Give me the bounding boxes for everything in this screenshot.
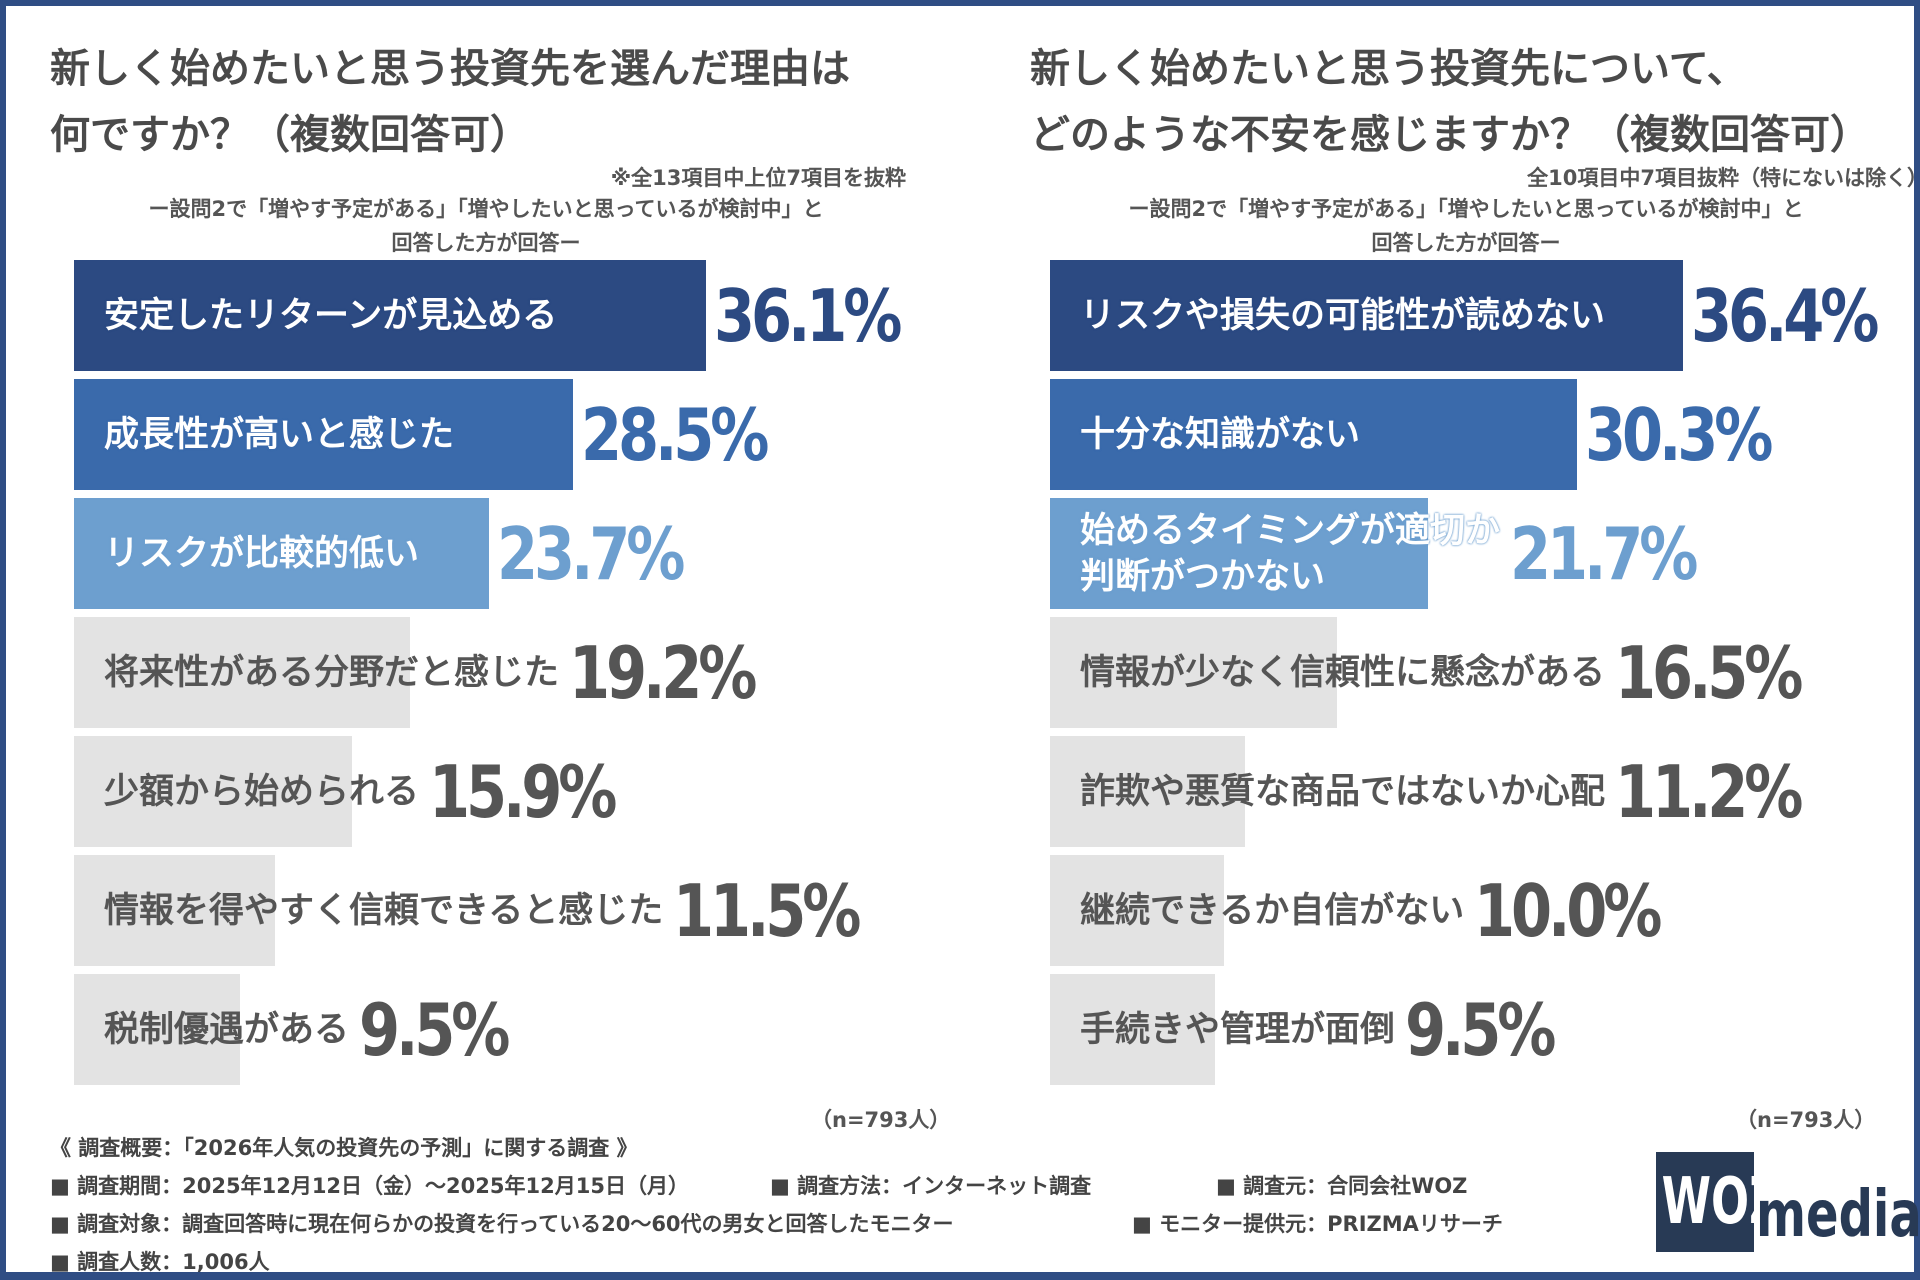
bar-label-line: 税制優遇がある bbox=[104, 1009, 350, 1050]
bar-row: 始めるタイミングが適切か 判断がつかない 21.7% bbox=[1050, 498, 1920, 609]
bar-row: 情報が少なく信頼性に懸念がある 16.5% bbox=[1050, 617, 1920, 728]
bar bbox=[74, 379, 573, 490]
bar-label: 税制優遇がある bbox=[104, 974, 349, 1085]
chart-title-line: 新しく始めたいと思う投資先を選んだ理由は bbox=[50, 46, 850, 92]
bar-row: 成長性が高いと感じた 28.5% bbox=[74, 379, 954, 490]
woz-media-logo: WOZ media bbox=[1656, 1152, 1920, 1252]
sample-size: （n=793人） bbox=[1736, 1108, 1876, 1132]
value-label: 10.0% bbox=[1474, 868, 1662, 953]
value-label: 9.5% bbox=[1405, 987, 1556, 1072]
bar bbox=[1050, 617, 1338, 728]
value-label: 19.2% bbox=[569, 630, 757, 715]
bar-label: 情報が少なく信頼性に懸念がある bbox=[1080, 617, 1605, 728]
bar-row: 安定したリターンが見込める 36.1% bbox=[74, 260, 954, 371]
bar-label-line: 判断がつかない bbox=[1080, 556, 1326, 597]
bar-label-line: リスクや損失の可能性が読めない bbox=[1080, 295, 1606, 336]
bar-row: 将来性がある分野だと感じた 19.2% bbox=[74, 617, 954, 728]
bar-label-line: 始めるタイミングが適切か bbox=[1080, 510, 1501, 551]
bar-label: 十分な知識がない bbox=[1080, 379, 1360, 490]
bar-label: 安定したリターンが見込める bbox=[104, 260, 557, 371]
bar-row: 十分な知識がない 30.3% bbox=[1050, 379, 1920, 490]
bar-label-line: 情報が少なく信頼性に懸念がある bbox=[1080, 652, 1606, 693]
value-label: 36.1% bbox=[713, 273, 902, 358]
bar bbox=[74, 617, 410, 728]
bar bbox=[1050, 260, 1684, 371]
bar-label: 成長性が高いと感じた bbox=[104, 379, 454, 490]
infographic: 新しく始めたいと思う投資先を選んだ理由は 何ですか？（複数回答可） ※全13項目中上… bbox=[6, 6, 1920, 1274]
bar-label: 将来性がある分野だと感じた bbox=[104, 617, 559, 728]
value-label: 9.5% bbox=[359, 987, 510, 1072]
bar bbox=[74, 736, 353, 847]
bar-row: 税制優遇がある 9.5% bbox=[74, 974, 954, 1085]
bar-label-line: 情報を得やすく信頼できると感じた bbox=[104, 890, 664, 931]
survey-count: ■ 調査人数：1,006人 bbox=[50, 1250, 270, 1274]
bar-label-line: 手続きや管理が面倒 bbox=[1080, 1009, 1396, 1050]
bar-row: 詐欺や悪質な商品ではないか心配 11.2% bbox=[1050, 736, 1920, 847]
chart-subtitle: ー設問2で「増やす予定がある」「増やしたいと思っているが検討中」と bbox=[148, 197, 824, 221]
bar bbox=[1050, 379, 1578, 490]
survey-target: ■ 調査対象：調査回答時に現在何らかの投資を行っている20～60代の男女と回答し… bbox=[50, 1212, 954, 1236]
bar-label: 始めるタイミングが適切か 判断がつかない bbox=[1080, 498, 1500, 609]
chart-subtitle: 回答した方が回答ー bbox=[391, 231, 581, 255]
chart-subtitle: ー設問2で「増やす予定がある」「増やしたいと思っているが検討中」と bbox=[1128, 197, 1804, 221]
bar bbox=[74, 974, 241, 1085]
logo-mark: WOZ bbox=[1656, 1152, 1782, 1252]
bar-label-line: 安定したリターンが見込める bbox=[104, 295, 558, 336]
bar-label-line: 継続できるか自信がない bbox=[1080, 890, 1465, 931]
value-label: 16.5% bbox=[1615, 630, 1803, 715]
chart-note: ※全13項目中上位7項目を抜粋 bbox=[610, 166, 906, 190]
bar-label-line: 成長性が高いと感じた bbox=[104, 414, 455, 455]
value-label: 23.7% bbox=[496, 511, 685, 596]
bar-label: 継続できるか自信がない bbox=[1080, 855, 1464, 966]
survey-organizer: ■ 調査元：合同会社WOZ bbox=[1216, 1174, 1468, 1198]
chart-panel-1: 新しく始めたいと思う投資先を選んだ理由は 何ですか？（複数回答可） ※全13項目中上… bbox=[6, 6, 966, 1132]
survey-period: ■ 調査期間：2025年12月12日（金）～2025年12月15日（月） bbox=[50, 1174, 689, 1198]
bar bbox=[74, 498, 489, 609]
bar-row: リスクや損失の可能性が読めない 36.4% bbox=[1050, 260, 1920, 371]
bar-row: 少額から始められる 15.9% bbox=[74, 736, 954, 847]
bar-label-line: 詐欺や悪質な商品ではないか心配 bbox=[1080, 771, 1606, 812]
bar-label-line: 将来性がある分野だと感じた bbox=[104, 652, 560, 693]
bar-label: 詐欺や悪質な商品ではないか心配 bbox=[1080, 736, 1605, 847]
bar-label-line: リスクが比較的低い bbox=[104, 533, 420, 574]
bar-row: 情報を得やすく信頼できると感じた 11.5% bbox=[74, 855, 954, 966]
chart-title-line: 何ですか？（複数回答可） bbox=[50, 112, 530, 158]
bar bbox=[1050, 736, 1245, 847]
bar-label-line: 十分な知識がない bbox=[1080, 414, 1361, 455]
bar-label: リスクや損失の可能性が読めない bbox=[1080, 260, 1605, 371]
bar bbox=[1050, 974, 1216, 1085]
chart-panel-2: 新しく始めたいと思う投資先について、どのような不安を感じますか？（複数回答可） 全… bbox=[966, 6, 1920, 1132]
value-label: 11.5% bbox=[673, 868, 861, 953]
bar-row: リスクが比較的低い 23.7% bbox=[74, 498, 954, 609]
chart-title-line: どのような不安を感じますか？（複数回答可） bbox=[1030, 112, 1870, 158]
survey-method: ■ 調査方法：インターネット調査 bbox=[770, 1174, 1092, 1198]
value-label: 36.4% bbox=[1691, 273, 1879, 358]
bar bbox=[74, 855, 276, 966]
chart-note: 全10項目中7項目抜粋（特にないは除く） bbox=[1527, 166, 1920, 190]
bar-row: 手続きや管理が面倒 9.5% bbox=[1050, 974, 1920, 1085]
value-label: 28.5% bbox=[580, 392, 769, 477]
value-label: 21.7% bbox=[1510, 511, 1698, 596]
bar-label: 手続きや管理が面倒 bbox=[1080, 974, 1395, 1085]
bar-label: 少額から始められる bbox=[104, 736, 419, 847]
logo-text: media bbox=[1756, 1178, 1920, 1252]
chart-title-line: 新しく始めたいと思う投資先について、 bbox=[1030, 46, 1747, 92]
value-label: 30.3% bbox=[1585, 392, 1773, 477]
bar-row: 継続できるか自信がない 10.0% bbox=[1050, 855, 1920, 966]
survey-overview: 《 調査概要：「2026年人気の投資先の予測」に関する調査 》 bbox=[50, 1136, 638, 1160]
chart-subtitle: 回答した方が回答ー bbox=[1371, 231, 1561, 255]
bar bbox=[74, 260, 706, 371]
value-label: 15.9% bbox=[429, 749, 617, 834]
bar-label: 情報を得やすく信頼できると感じた bbox=[104, 855, 663, 966]
sample-size: （n=793人） bbox=[811, 1108, 951, 1132]
value-label: 11.2% bbox=[1615, 749, 1803, 834]
bar bbox=[1050, 498, 1428, 609]
bar-label-line: 少額から始められる bbox=[104, 771, 420, 812]
bar-label: リスクが比較的低い bbox=[104, 498, 419, 609]
monitor-provider: ■ モニター提供元：PRIZMAリサーチ bbox=[1132, 1212, 1503, 1236]
bar bbox=[1050, 855, 1224, 966]
